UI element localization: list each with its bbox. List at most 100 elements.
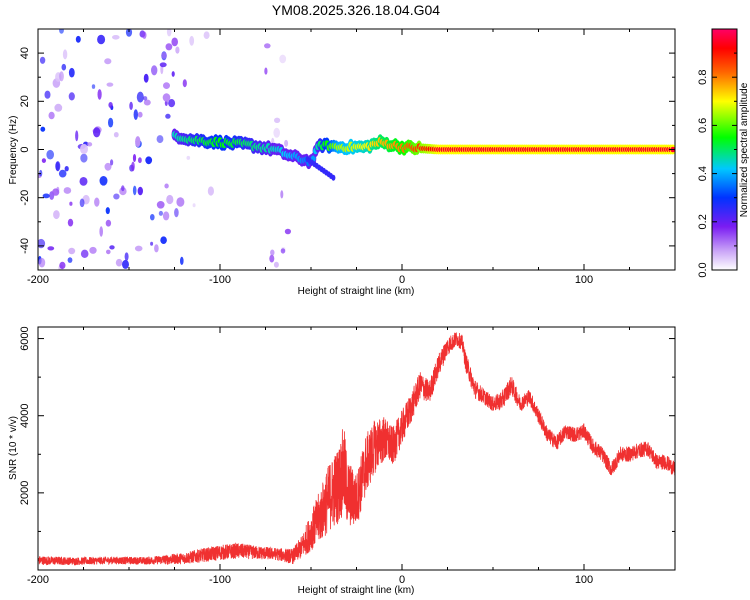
y-tick-label: -20 bbox=[19, 190, 31, 206]
noise-blob bbox=[91, 84, 96, 89]
noise-blob bbox=[58, 169, 67, 178]
noise-blob bbox=[55, 161, 61, 172]
spectrogram-frame bbox=[37, 28, 676, 271]
noise-blob bbox=[42, 193, 50, 199]
noise-blob bbox=[279, 54, 287, 64]
noise-blob bbox=[135, 136, 141, 148]
snr-panel: -200 -100 0 100 2000 4000 6000 Height of strai… bbox=[8, 326, 676, 596]
noise-blob bbox=[165, 43, 173, 51]
noise-blob bbox=[38, 257, 46, 268]
colorbar-tick-label: 0.2 bbox=[697, 214, 709, 229]
noise-blob bbox=[59, 71, 64, 82]
noise-blob bbox=[119, 187, 127, 196]
noise-blob bbox=[151, 65, 158, 76]
noise-blob bbox=[39, 56, 46, 64]
noise-region bbox=[38, 29, 187, 270]
noise-blob bbox=[104, 162, 112, 171]
noise-blob bbox=[110, 159, 114, 166]
noise-blob bbox=[80, 153, 88, 163]
noise-blob bbox=[142, 96, 148, 101]
noise-blob bbox=[137, 186, 143, 196]
noise-blob bbox=[47, 246, 55, 251]
noise-blob bbox=[142, 31, 147, 39]
noise-blob bbox=[80, 249, 89, 258]
x-tick-label: -100 bbox=[209, 274, 231, 286]
noise-blob bbox=[106, 249, 111, 255]
noise-blob bbox=[99, 226, 103, 237]
noise-blob bbox=[79, 198, 85, 208]
noise-blob bbox=[48, 111, 55, 120]
x-tick-label: 100 bbox=[575, 574, 593, 586]
noise-blob bbox=[158, 210, 163, 216]
noise-blob bbox=[75, 130, 79, 142]
noise-blob bbox=[203, 31, 210, 39]
signal-ridge bbox=[171, 128, 675, 181]
noise-blob bbox=[106, 82, 114, 87]
noise-blob bbox=[156, 201, 165, 209]
snr-series-line bbox=[38, 332, 675, 566]
noise-blob bbox=[115, 258, 123, 267]
noise-blob bbox=[62, 49, 68, 60]
noise-blob bbox=[93, 127, 101, 138]
noise-blob bbox=[150, 214, 155, 221]
noise-blob bbox=[105, 207, 110, 215]
noise-blob bbox=[113, 132, 119, 138]
snr-y-label: SNR (10 * v/v) bbox=[8, 416, 19, 480]
noise-blob bbox=[54, 103, 63, 112]
noise-blob bbox=[160, 64, 164, 75]
colorbar-tick-label: 0.8 bbox=[697, 70, 709, 85]
x-tick-label: -200 bbox=[27, 274, 49, 286]
noise-blob bbox=[68, 92, 75, 101]
ridge-tail bbox=[331, 174, 336, 181]
noise-blob bbox=[273, 127, 281, 138]
noise-blob bbox=[94, 197, 100, 207]
noise-blob bbox=[159, 62, 167, 68]
noise-blob bbox=[99, 176, 108, 186]
noise-blob bbox=[161, 52, 167, 59]
noise-blob bbox=[137, 111, 143, 118]
noise-blob bbox=[138, 157, 142, 164]
noise-blob bbox=[269, 254, 275, 263]
noise-blob bbox=[133, 109, 138, 120]
noise-blob bbox=[136, 91, 144, 103]
noise-blob bbox=[280, 248, 286, 254]
colorbar-ticks: 0.0 0.2 0.4 0.6 0.8 bbox=[697, 52, 737, 278]
x-tick-label: 0 bbox=[399, 574, 405, 586]
noise-blob bbox=[273, 261, 279, 268]
y-tick-label: -40 bbox=[19, 238, 31, 254]
noise-blob bbox=[176, 197, 185, 207]
noise-blob bbox=[162, 211, 170, 221]
noise-blob bbox=[125, 29, 133, 37]
noise-blob bbox=[280, 190, 284, 199]
noise-blob bbox=[75, 35, 81, 43]
noise-blob bbox=[46, 149, 54, 160]
snr-frame bbox=[37, 326, 676, 571]
noise-blob bbox=[112, 35, 120, 40]
noise-blob bbox=[163, 82, 170, 89]
noise-blob bbox=[264, 43, 271, 49]
noise-blob bbox=[207, 186, 214, 196]
noise-blob bbox=[108, 102, 113, 108]
noise-blob bbox=[97, 89, 102, 100]
noise-blob bbox=[134, 245, 143, 252]
noise-blob bbox=[105, 219, 112, 227]
snr-x-label: Height of straight line (km) bbox=[298, 585, 415, 596]
y-tick-label: 40 bbox=[19, 47, 31, 59]
y-tick-label: 4000 bbox=[19, 403, 31, 427]
noise-blob bbox=[186, 155, 191, 160]
noise-blob bbox=[132, 154, 137, 162]
noise-blob bbox=[108, 117, 114, 128]
y-tick-label: 2000 bbox=[19, 481, 31, 505]
colorbar-tick-label: 0.4 bbox=[697, 166, 709, 181]
y-tick-label: 0 bbox=[19, 146, 31, 152]
colorbar-label: Normalized spectral amplitude bbox=[739, 82, 750, 217]
colorbar-tick-label: 0.6 bbox=[697, 118, 709, 133]
noise-blob bbox=[59, 29, 64, 34]
noise-blob bbox=[145, 156, 153, 165]
snr-ticks: -200 -100 0 100 2000 4000 6000 bbox=[19, 326, 676, 586]
noise-blob bbox=[156, 135, 164, 144]
noise-blob bbox=[122, 259, 129, 269]
noise-blob bbox=[175, 46, 180, 54]
